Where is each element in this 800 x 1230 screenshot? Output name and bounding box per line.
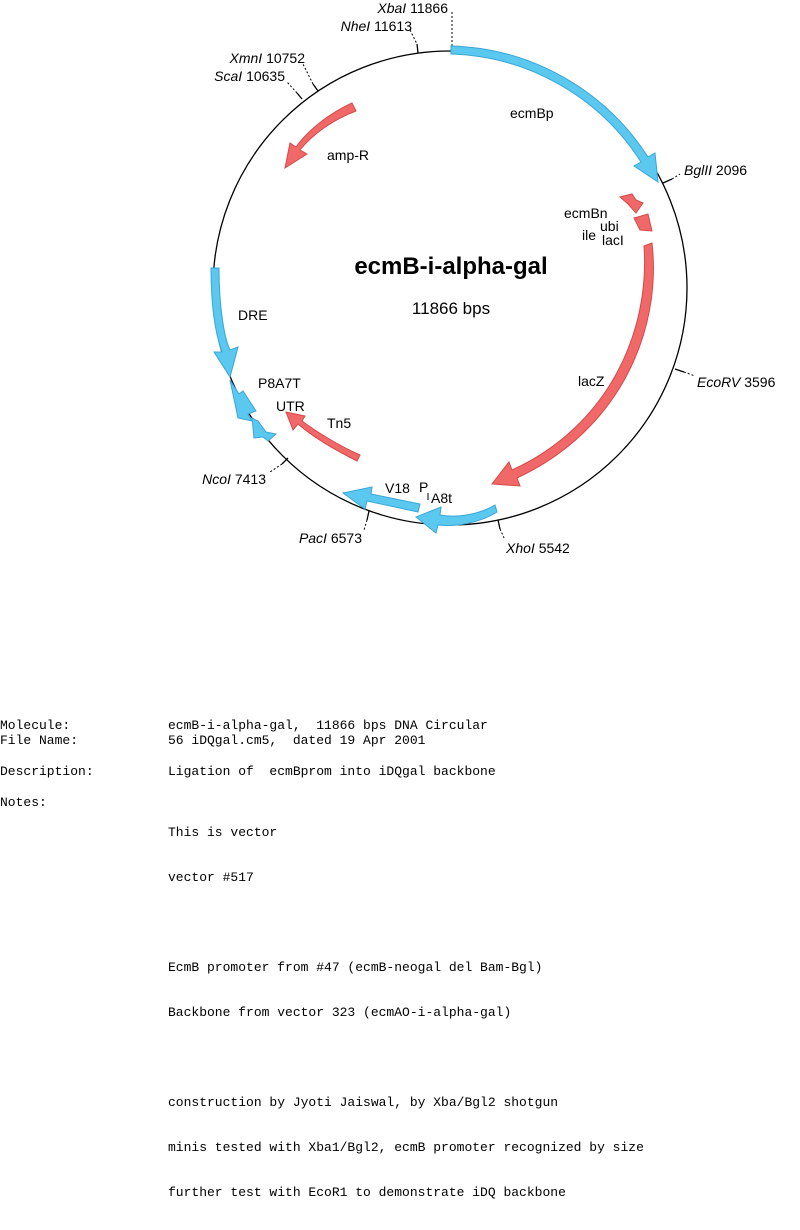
site-leaders — [269, 12, 696, 541]
notes-line: vector #517 — [168, 870, 254, 885]
notes-line: minis tested with Xba1/Bgl2, ecmB promot… — [168, 1140, 644, 1155]
feature-label-DRE: DRE — [238, 307, 268, 323]
site-label-bgl: BglII 2096 — [684, 162, 747, 178]
info-label-molecule: Molecule: — [0, 718, 71, 733]
site-label-sca: ScaI 10635 — [214, 68, 285, 84]
info-row-description: Description: Ligation of ecmBprom into i… — [0, 764, 800, 779]
info-value-molecule: ecmB-i-alpha-gal, 11866 bps DNA Circular — [168, 718, 488, 733]
P8A7T-arrow — [229, 379, 257, 422]
Tn5-arrow — [285, 411, 361, 462]
feature-label-ecmBp: ecmBp — [510, 105, 554, 121]
info-label-filename: File Name: — [0, 733, 79, 748]
notes-block: This is vector vector #517 EcmB promoter… — [168, 795, 644, 1230]
info-row-notes: Notes: This is vector vector #517 EcmB p… — [0, 795, 800, 1230]
gene-arrows — [284, 102, 654, 487]
ecmBp-arrow — [450, 45, 659, 184]
site-label-eco: EcoRV 3596 — [697, 374, 776, 390]
feature-label-lacZ: lacZ — [578, 373, 605, 389]
info-value-description: Ligation of ecmBprom into iDQgal backbon… — [168, 764, 496, 779]
notes-line — [168, 915, 644, 930]
lacZ-arrow — [491, 242, 654, 487]
feature-label-UTR: UTR — [276, 398, 305, 414]
notes-line: Backbone from vector 323 (ecmAO-i-alpha-… — [168, 1005, 512, 1020]
info-row-molecule: Molecule: ecmB-i-alpha-gal, 11866 bps DN… — [0, 718, 800, 733]
notes-line: EcmB promoter from #47 (ecmB-neogal del … — [168, 960, 543, 975]
info-label-description: Description: — [0, 764, 94, 779]
site-label-nco: NcoI 7413 — [202, 471, 266, 487]
notes-line: This is vector — [168, 825, 278, 840]
feature-label-lacI: lacI — [602, 232, 624, 248]
plasmid-title: ecmB-i-alpha-gal — [354, 253, 547, 280]
plasmid-size: 11866 bps — [412, 299, 490, 318]
amp-R-arrow — [284, 102, 357, 170]
notes-line: further test with EcoR1 to demonstrate i… — [168, 1185, 566, 1200]
info-label-notes: Notes: — [0, 795, 47, 810]
feature-label-P: P — [419, 479, 428, 495]
feature-label-ile: ile — [582, 227, 596, 243]
feature-label-ubi: ubi — [600, 218, 619, 234]
promoter-arrows — [210, 45, 659, 534]
site-label-xba: XbaI 11866 — [376, 0, 448, 16]
site-ticks — [281, 43, 685, 530]
plasmid-map: ecmB-i-alpha-gal 11866 bps ecmBp amp-R e… — [202, 0, 776, 556]
feature-label-V18: V18 — [385, 480, 410, 496]
info-value-filename: 56 iDQgal.cm5, dated 19 Apr 2001 — [168, 733, 426, 748]
info-panel: Molecule: ecmB-i-alpha-gal, 11866 bps DN… — [0, 718, 800, 1230]
V18-arrow — [341, 486, 421, 513]
DRE-arrow — [210, 267, 239, 379]
A8t-arrow — [415, 504, 498, 534]
notes-line — [168, 1050, 644, 1065]
ecmBn-arrow — [618, 193, 644, 214]
ile-lacI-arrow — [633, 213, 653, 232]
site-label-xho: XhoI 5542 — [505, 540, 570, 556]
info-row-filename: File Name: 56 iDQgal.cm5, dated 19 Apr 2… — [0, 733, 800, 748]
feature-label-A8t: A8t — [431, 490, 452, 506]
feature-label-ecmBn: ecmBn — [564, 205, 608, 221]
feature-label-Tn5: Tn5 — [327, 415, 351, 431]
notes-line: construction by Jyoti Jaiswal, by Xba/Bg… — [168, 1095, 559, 1110]
site-label-pac: PacI 6573 — [299, 530, 362, 546]
site-label-xmn: XmnI 10752 — [228, 50, 305, 66]
site-label-nhe: NheI 11613 — [341, 18, 413, 34]
UTR-arrow — [251, 417, 278, 442]
feature-label-amp-R: amp-R — [327, 147, 369, 163]
feature-label-P8A7T: P8A7T — [258, 375, 301, 391]
